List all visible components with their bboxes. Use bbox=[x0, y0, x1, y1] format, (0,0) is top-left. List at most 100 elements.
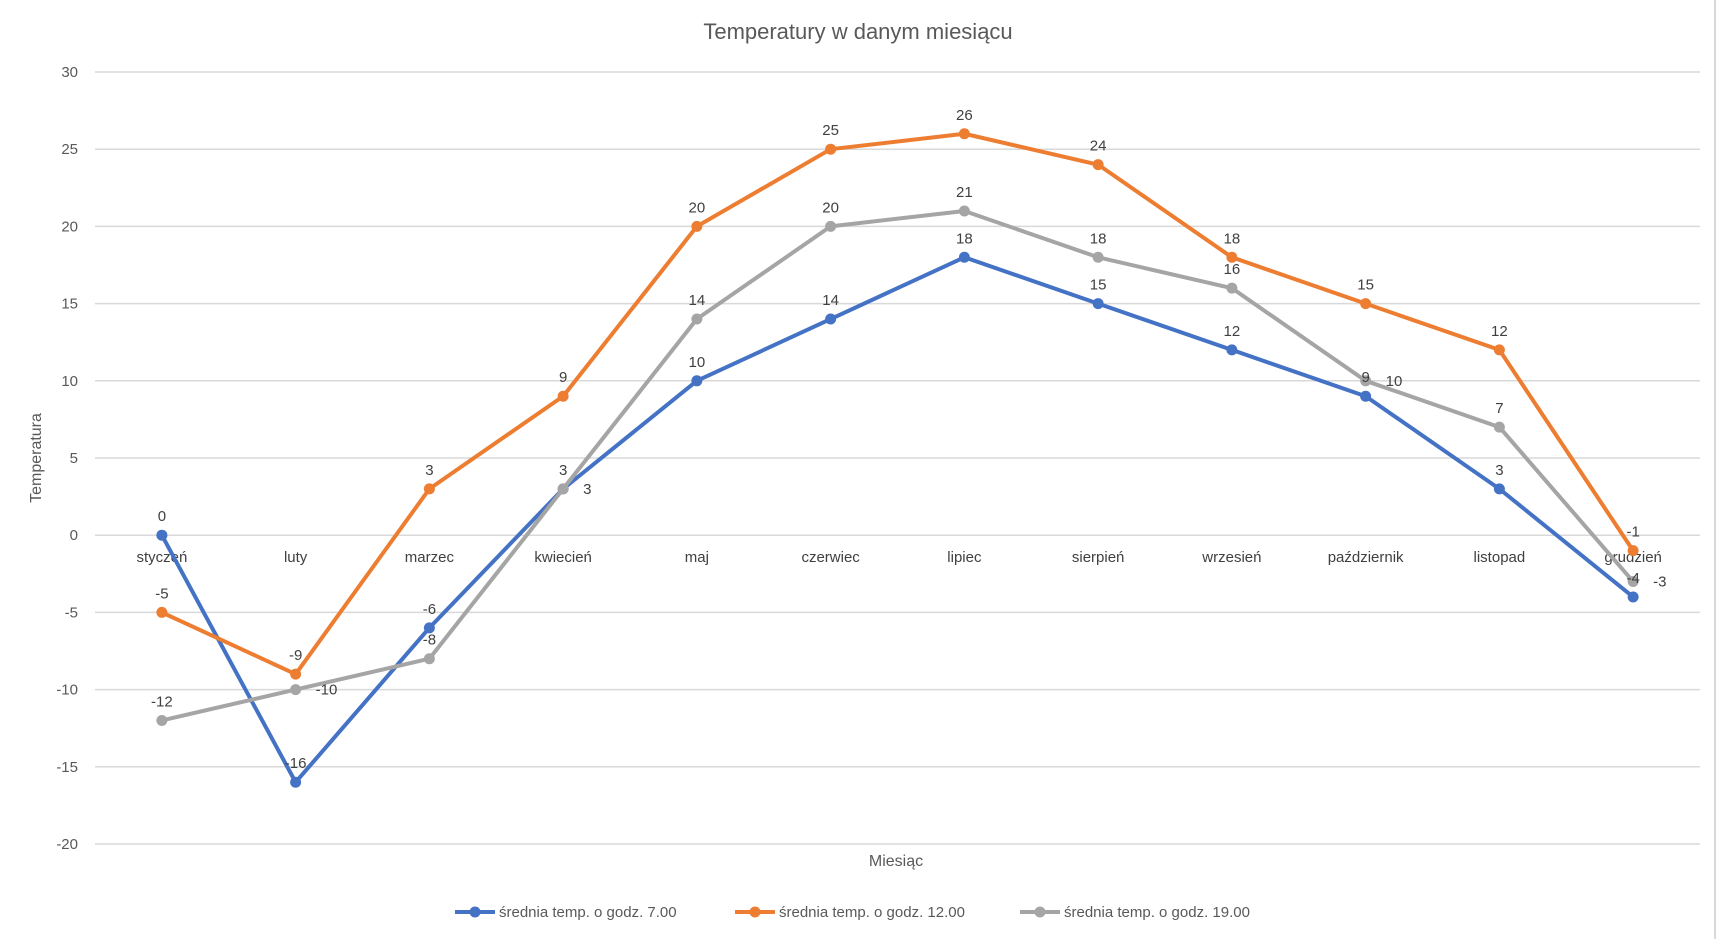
y-tick-label: -10 bbox=[56, 682, 78, 699]
legend-marker bbox=[469, 906, 481, 918]
data-label: 20 bbox=[689, 199, 706, 216]
data-label: 7 bbox=[1495, 400, 1503, 417]
series-line bbox=[161, 131, 1635, 677]
data-point bbox=[691, 220, 703, 232]
data-label: 15 bbox=[1090, 277, 1107, 294]
data-label: -9 bbox=[289, 647, 302, 664]
data-point bbox=[290, 668, 302, 680]
data-label: 12 bbox=[1224, 323, 1241, 340]
chart-title: Temperatury w danym miesiącu bbox=[703, 19, 1012, 44]
y-axis-title: Temperatura bbox=[28, 413, 45, 503]
x-tick-label: kwiecień bbox=[534, 549, 592, 566]
y-tick-label: 20 bbox=[61, 218, 78, 235]
legend-marker bbox=[749, 906, 761, 918]
data-label: -8 bbox=[423, 632, 436, 649]
x-tick-label: marzec bbox=[405, 549, 455, 566]
data-label: -6 bbox=[423, 601, 436, 618]
series-line bbox=[160, 255, 1635, 785]
data-point bbox=[958, 205, 970, 217]
gridlines bbox=[95, 71, 1700, 845]
legend-item: średnia temp. o godz. 7.00 bbox=[455, 904, 677, 921]
y-tick-label: 0 bbox=[70, 527, 78, 544]
data-label: 3 bbox=[425, 462, 433, 479]
y-tick-label: -20 bbox=[56, 836, 78, 853]
y-tick-label: 5 bbox=[70, 450, 78, 467]
data-label: 18 bbox=[1224, 230, 1241, 247]
x-tick-label: wrzesień bbox=[1201, 549, 1261, 566]
y-tick-label: 25 bbox=[61, 141, 78, 158]
x-tick-label: styczeń bbox=[136, 549, 187, 566]
y-axis-ticks: 30 25 20 15 10 5 0 -5 -10 -15 -20 bbox=[56, 64, 78, 853]
data-point bbox=[1360, 390, 1372, 402]
data-point bbox=[1493, 483, 1505, 495]
legend-item: średnia temp. o godz. 19.00 bbox=[1020, 904, 1250, 921]
data-point bbox=[156, 714, 168, 726]
x-axis-ticks: styczeń luty marzec kwiecień maj czerwiec lipi… bbox=[136, 549, 1661, 566]
x-tick-label: listopad bbox=[1474, 549, 1526, 566]
legend-label: średnia temp. o godz. 19.00 bbox=[1064, 904, 1250, 921]
y-tick-label: 15 bbox=[61, 296, 78, 313]
y-tick-label: 30 bbox=[61, 64, 78, 81]
data-label: 18 bbox=[1090, 230, 1107, 247]
x-tick-label: lipiec bbox=[947, 549, 982, 566]
y-tick-label: -15 bbox=[56, 759, 78, 776]
data-label: 9 bbox=[559, 369, 567, 386]
data-label: -3 bbox=[1653, 574, 1666, 591]
data-label: 3 bbox=[559, 462, 567, 479]
data-point bbox=[825, 143, 837, 155]
legend-item: średnia temp. o godz. 12.00 bbox=[735, 904, 965, 921]
series-1 bbox=[156, 251, 1639, 788]
data-point bbox=[1092, 159, 1104, 171]
data-point bbox=[1226, 282, 1238, 294]
data-point bbox=[557, 483, 569, 495]
legend-marker bbox=[1034, 906, 1046, 918]
series-2 bbox=[156, 128, 1639, 680]
data-point bbox=[1226, 344, 1238, 356]
data-point bbox=[1226, 251, 1238, 263]
data-point bbox=[958, 128, 970, 140]
data-label: -12 bbox=[151, 693, 173, 710]
data-point bbox=[290, 684, 302, 696]
legend: średnia temp. o godz. 7.00 średnia temp. … bbox=[455, 904, 1250, 921]
x-tick-label: maj bbox=[685, 549, 709, 566]
data-label: 15 bbox=[1357, 277, 1374, 294]
data-point bbox=[1627, 545, 1639, 557]
series-group bbox=[156, 128, 1639, 788]
data-label: 24 bbox=[1090, 138, 1107, 155]
data-label: 10 bbox=[1386, 373, 1403, 390]
data-point bbox=[290, 776, 302, 788]
data-point bbox=[1360, 298, 1372, 310]
data-point bbox=[1092, 298, 1104, 310]
data-point bbox=[1627, 591, 1639, 603]
data-label: 14 bbox=[822, 292, 839, 309]
data-point bbox=[1092, 251, 1104, 263]
series-line bbox=[161, 208, 1635, 723]
data-label: -1 bbox=[1626, 524, 1639, 541]
data-label: 12 bbox=[1491, 323, 1508, 340]
data-point bbox=[557, 390, 569, 402]
data-label: 0 bbox=[158, 508, 166, 525]
data-point bbox=[958, 251, 970, 263]
data-point bbox=[691, 375, 703, 387]
data-point bbox=[156, 529, 168, 541]
x-tick-label: czerwiec bbox=[801, 549, 860, 566]
data-point bbox=[1493, 344, 1505, 356]
data-label: 3 bbox=[583, 481, 591, 498]
y-tick-label: -5 bbox=[65, 604, 78, 621]
data-label: 26 bbox=[956, 107, 973, 124]
series-3 bbox=[156, 205, 1639, 726]
data-label: -4 bbox=[1626, 570, 1639, 587]
data-labels: 0 -16 -6 3 10 14 18 15 12 9 3 -4 -5 -9 3 9 20 25 26 24 18 15 1… bbox=[151, 107, 1666, 772]
data-label: 20 bbox=[822, 199, 839, 216]
data-point bbox=[825, 313, 837, 325]
x-axis-title: Miesiąc bbox=[869, 853, 923, 870]
data-label: 18 bbox=[956, 230, 973, 247]
data-point bbox=[423, 483, 435, 495]
data-label: 9 bbox=[1361, 369, 1369, 386]
data-label: 16 bbox=[1224, 261, 1241, 278]
x-tick-label: luty bbox=[284, 549, 308, 566]
data-label: -5 bbox=[155, 585, 168, 602]
legend-label: średnia temp. o godz. 12.00 bbox=[779, 904, 965, 921]
